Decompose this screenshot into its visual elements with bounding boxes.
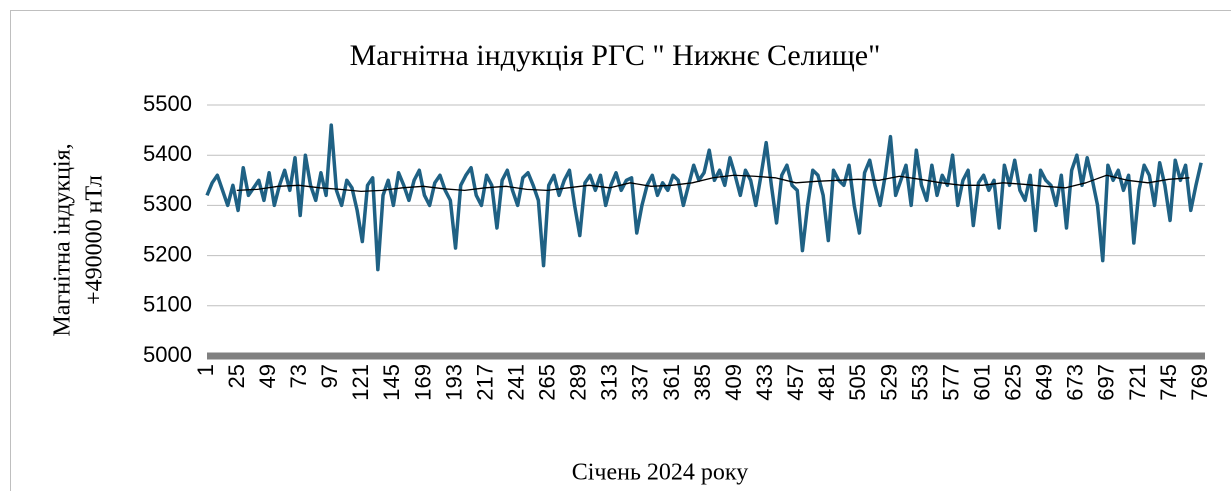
x-tick-label: 673 xyxy=(1063,364,1088,401)
x-tick-label: 505 xyxy=(845,364,870,401)
x-tick-label: 745 xyxy=(1156,364,1181,401)
x-tick-label: 625 xyxy=(1001,364,1026,401)
x-tick-label: 217 xyxy=(472,364,497,401)
x-axis-label: Січень 2024 року xyxy=(572,460,749,486)
x-tick-label: 457 xyxy=(783,364,808,401)
line-series xyxy=(236,174,1190,192)
x-tick-label: 769 xyxy=(1187,364,1212,401)
y-axis-label: Магнітна індукція, xyxy=(50,143,76,336)
x-tick-label: 289 xyxy=(566,364,591,401)
y-tick-label: 5100 xyxy=(143,292,192,317)
x-tick-label: 25 xyxy=(224,364,249,388)
x-tick-label: 361 xyxy=(659,364,684,401)
x-tick-label: 241 xyxy=(503,364,528,401)
chart-border xyxy=(10,10,1231,491)
y-tick-label: 5500 xyxy=(143,91,192,116)
x-tick-label: 337 xyxy=(628,364,653,401)
x-tick-label: 313 xyxy=(597,364,622,401)
y-tick-label: 5400 xyxy=(143,141,192,166)
x-tick-label: 577 xyxy=(938,364,963,401)
x-tick-label: 553 xyxy=(907,364,932,401)
y-tick-label: 5300 xyxy=(143,191,192,216)
chart-title: Магнітна індукція РГС " Нижнє Селище" xyxy=(350,39,881,72)
x-tick-label: 265 xyxy=(535,364,560,401)
x-tick-label: 649 xyxy=(1032,364,1057,401)
line-series xyxy=(205,123,1203,272)
y-axis-label: +490000 нТл xyxy=(82,175,108,305)
x-tick-label: 409 xyxy=(721,364,746,401)
x-tick-label: 97 xyxy=(317,364,342,388)
x-tick-label: 145 xyxy=(379,364,404,401)
x-tick-label: 721 xyxy=(1125,364,1150,401)
x-tick-label: 1 xyxy=(193,364,218,376)
x-tick-label: 49 xyxy=(255,364,280,388)
x-tick-label: 73 xyxy=(286,364,311,388)
x-tick-label: 601 xyxy=(969,364,994,401)
x-tick-label: 121 xyxy=(348,364,373,401)
y-tick-label: 5000 xyxy=(143,342,192,367)
y-tick-label: 5200 xyxy=(143,241,192,266)
x-tick-label: 481 xyxy=(814,364,839,401)
x-tick-label: 385 xyxy=(690,364,715,401)
x-tick-label: 433 xyxy=(752,364,777,401)
x-tick-label: 529 xyxy=(876,364,901,401)
x-tick-label: 169 xyxy=(410,364,435,401)
x-tick-label: 697 xyxy=(1094,364,1119,401)
x-tick-label: 193 xyxy=(441,364,466,401)
